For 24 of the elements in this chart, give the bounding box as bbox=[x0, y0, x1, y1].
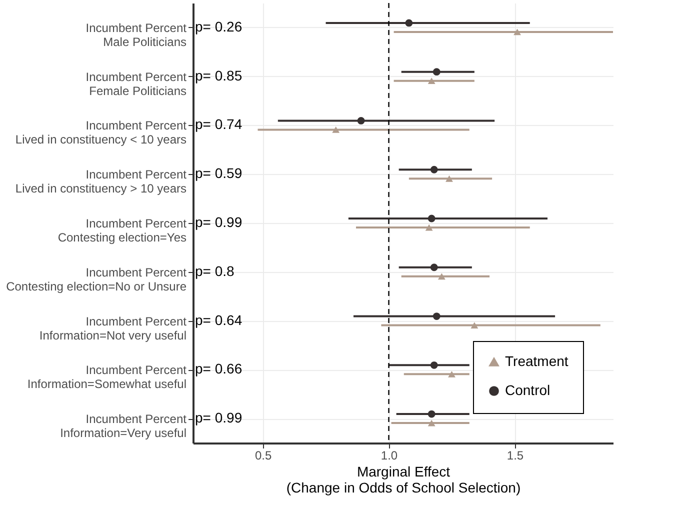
y-tick-label: Incumbent Percent Information=Somewhat useful bbox=[27, 363, 188, 392]
y-tick-label: Incumbent Percent Contesting election=No or Unsure bbox=[6, 265, 188, 294]
y-tick-label: Incumbent Percent Female Politicians bbox=[86, 70, 188, 98]
annotation: p= 0.74 bbox=[195, 116, 242, 132]
legend-label: Control bbox=[505, 382, 550, 398]
annotation: p= 0.64 bbox=[195, 312, 242, 328]
y-tick-label: Incumbent Percent Lived in constituency < 10 years bbox=[15, 118, 188, 147]
x-tick-label: 1.5 bbox=[506, 448, 524, 462]
annotation: p= 0.85 bbox=[195, 67, 242, 84]
x-tick-label: 1.0 bbox=[380, 448, 398, 462]
annotation: p= 0.59 bbox=[195, 165, 242, 182]
annotation: p= 0.8 bbox=[195, 262, 235, 279]
annotation: p= 0.99 bbox=[195, 214, 242, 230]
y-tick-label: Incumbent Percent Contesting election=Yes bbox=[58, 216, 188, 244]
legend-label: Treatment bbox=[505, 353, 568, 369]
y-tick-label: Incumbent Percent Lived in constituency > 10 years bbox=[15, 168, 188, 196]
y-tick-label: Incumbent Percent Information=Not very useful bbox=[39, 314, 188, 342]
annotation: p= 0.66 bbox=[195, 360, 242, 377]
x-axis-title: Marginal Effect (Change in Odds of School Selection) bbox=[286, 464, 521, 496]
annotation: p= 0.26 bbox=[195, 18, 242, 34]
y-tick-label: Incumbent Percent Male Politicians bbox=[86, 20, 188, 49]
x-tick-label: 0.5 bbox=[254, 448, 272, 462]
y-tick-label: Incumbent Percent Information=Very useful bbox=[60, 412, 188, 440]
annotation: p= 0.99 bbox=[195, 410, 242, 426]
